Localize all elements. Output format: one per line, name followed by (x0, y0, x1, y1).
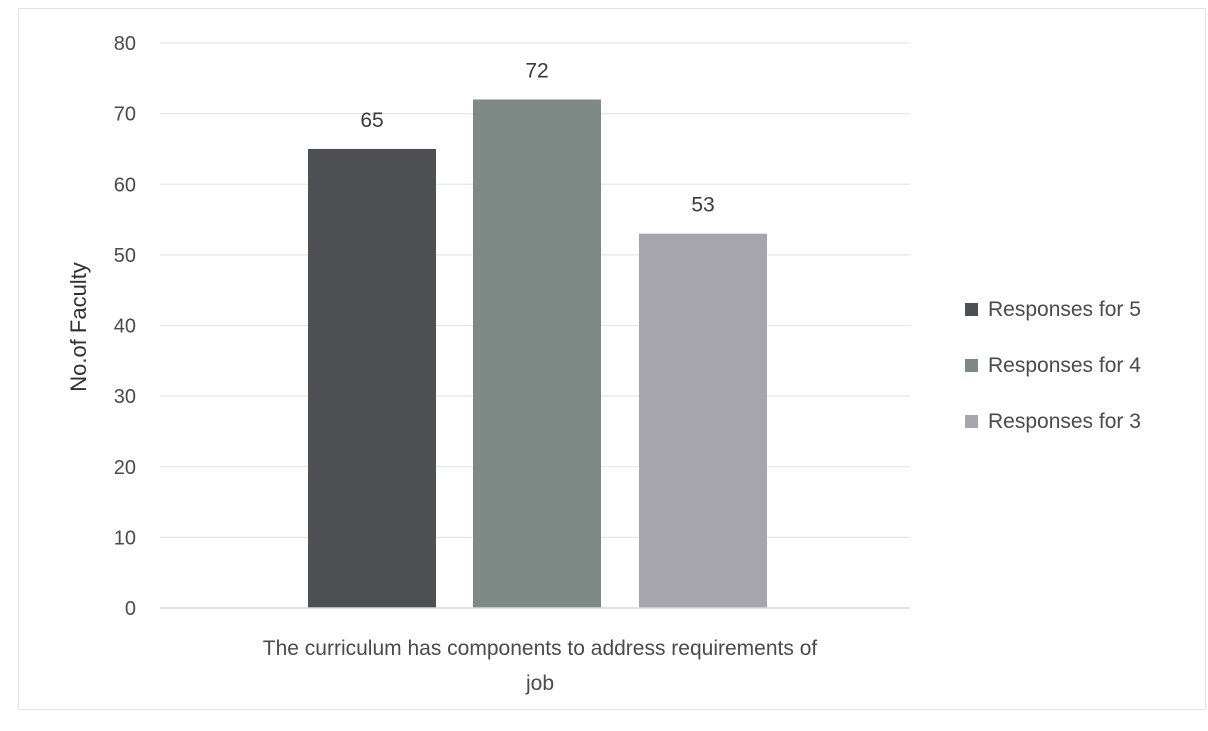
legend-swatch (965, 359, 978, 372)
bar-responses-for-4 (473, 100, 601, 609)
legend-swatch (965, 415, 978, 428)
bar-responses-for-3 (639, 234, 767, 608)
category-label: The curriculum has components to address… (263, 637, 818, 695)
legend-label: Responses for 4 (988, 354, 1141, 377)
legend-swatch (965, 303, 978, 316)
category-label-line: The curriculum has components to address… (263, 637, 818, 660)
y-tick-label: 40 (114, 316, 136, 338)
legend: Responses for 5 Responses for 4 Responses … (965, 298, 1141, 433)
legend-label: Responses for 3 (988, 410, 1141, 433)
category-label-line: job (525, 672, 554, 695)
y-tick-label: 20 (114, 457, 136, 479)
data-label: 65 (360, 109, 383, 132)
y-tick-label: 30 (114, 386, 136, 408)
y-tick-label: 0 (125, 598, 136, 620)
y-tick-label: 80 (114, 33, 136, 55)
data-label: 53 (691, 194, 714, 217)
y-axis-title: No.of Faculty (66, 262, 91, 392)
y-tick-label: 50 (114, 245, 136, 267)
y-tick-label: 70 (114, 104, 136, 126)
y-tick-label: 60 (114, 174, 136, 196)
legend-label: Responses for 5 (988, 298, 1141, 321)
bars (308, 100, 767, 609)
data-label: 72 (525, 60, 548, 83)
y-axis-ticks: 0 10 20 30 40 50 60 70 80 (114, 33, 136, 620)
y-tick-label: 10 (114, 527, 136, 549)
bar-responses-for-5 (308, 149, 436, 608)
